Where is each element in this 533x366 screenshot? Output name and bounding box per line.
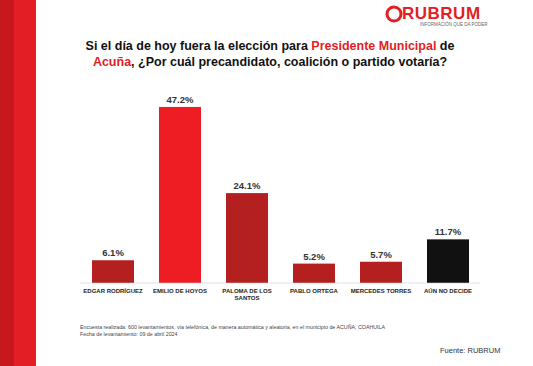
data-label: 24.1% [234,180,261,191]
bar [92,260,134,283]
footnote: Encuesta realizada: 600 levantamientos, … [80,324,385,330]
bar [427,239,469,283]
category-label: PALOMA DE LOS SANTOS [216,288,278,302]
title: Si el día de hoy fuera la elección para … [70,38,470,70]
category-label: MERCEDES TORRES [350,288,412,295]
data-label: 11.7% [435,226,462,237]
bar [159,107,201,283]
baseline [80,283,480,284]
data-label: 6.1% [102,247,124,258]
category-label: EMILIO DE HOYOS [149,288,211,295]
bars [92,107,469,283]
bar [293,264,335,283]
title-highlight: Acuña [93,55,131,69]
logo-ring [387,7,401,21]
data-label: 5.7% [370,249,392,260]
side-stripe [0,0,36,366]
logo: RUBRUM [402,4,481,24]
chart-svg: 6.1% 47.2% 24.1% 5.2% 5.7% 11.7% [0,0,533,366]
data-label: 5.2% [303,251,325,262]
data-label: 47.2% [167,94,194,105]
category-label: AÚN NO DECIDE [417,288,479,295]
side-stripe-dark [0,0,14,366]
title-highlight: Presidente Municipal [311,39,436,53]
source: Fuente: RUBRUM [440,346,500,355]
footnote: Fecha de levantamiento: 09 de abril 2024 [80,331,177,337]
category-label: EDGAR RODRÍGUEZ [82,288,144,295]
logo-tagline: INFORMACIÓN QUE DA PODER [420,22,488,27]
bar [226,193,268,283]
bar [360,262,402,283]
category-label: PABLO ORTEGA [283,288,345,295]
